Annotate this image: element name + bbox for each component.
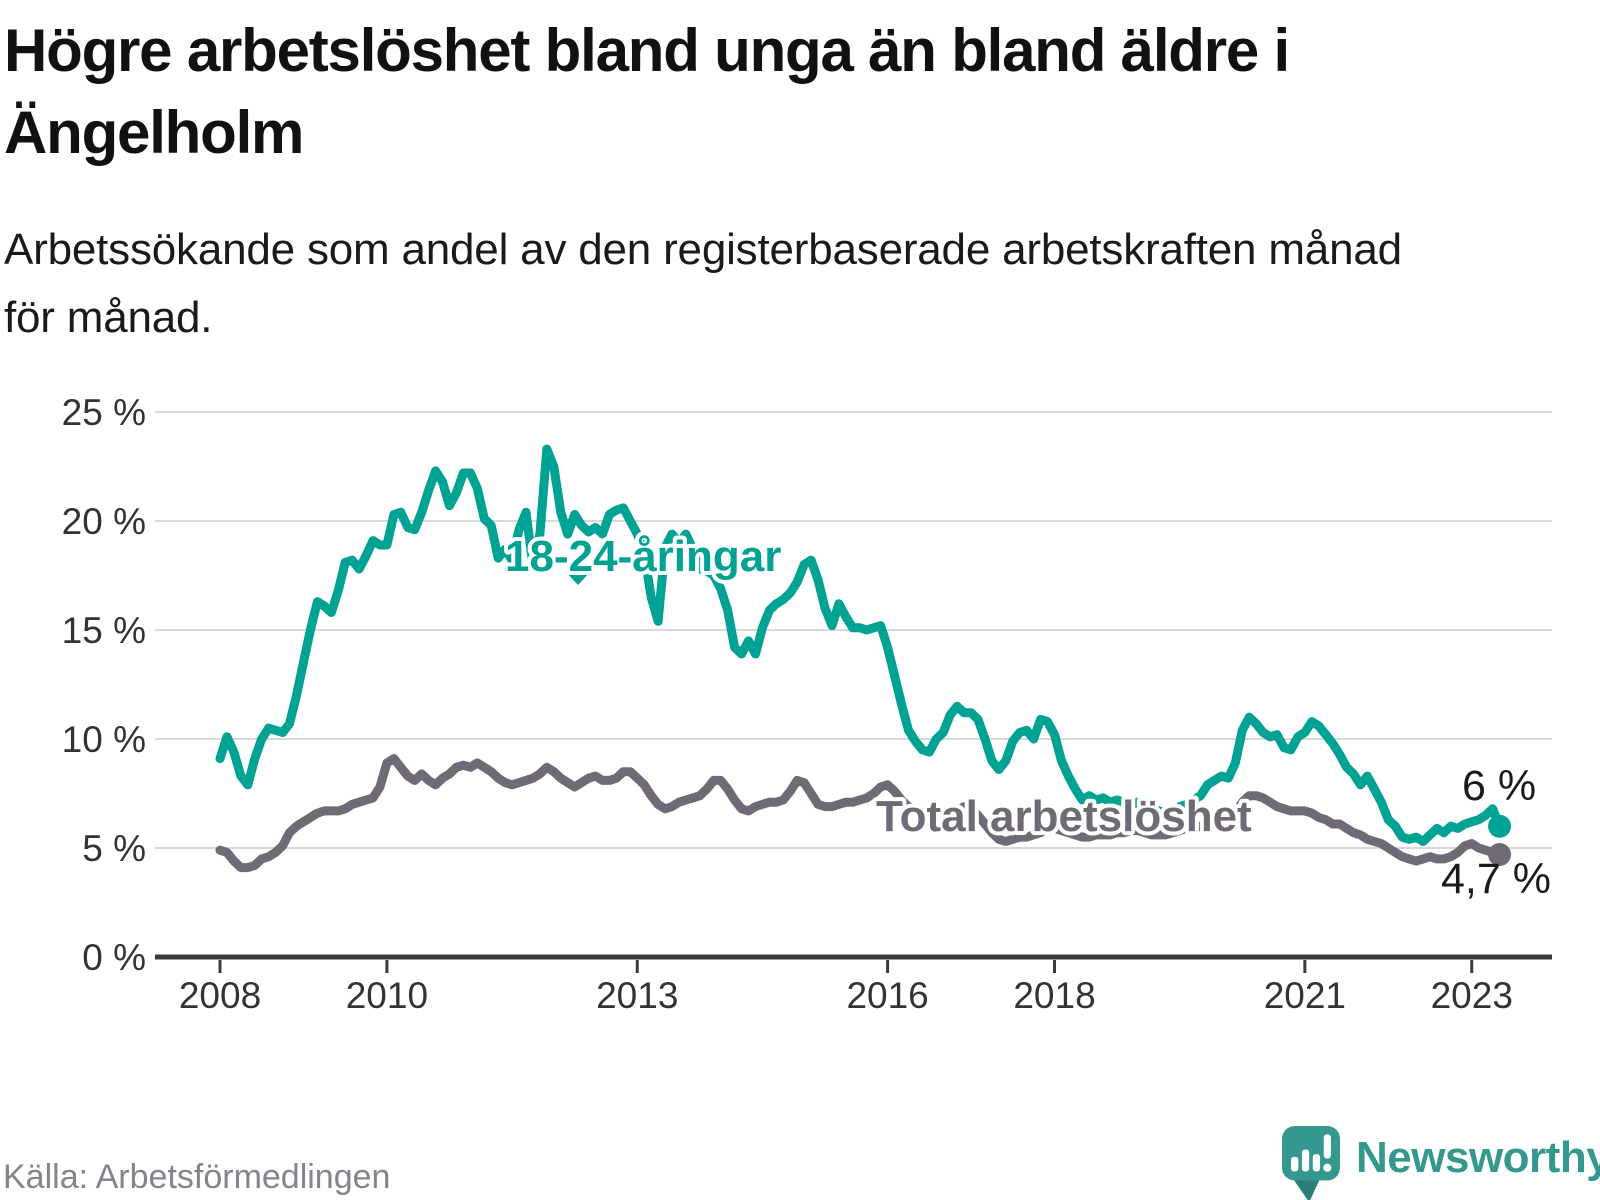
series-label-pointer bbox=[566, 572, 590, 585]
page-subtitle: Arbetssökande som andel av den registerb… bbox=[4, 216, 1564, 352]
title-line-2: Ängelholm bbox=[4, 99, 304, 166]
end-value-label: 6 % bbox=[1462, 762, 1536, 810]
logo-bar-2 bbox=[1301, 1149, 1310, 1172]
subtitle-line-1: Arbetssökande som andel av den registerb… bbox=[4, 225, 1402, 274]
subtitle-line-2: för månad. bbox=[4, 293, 213, 342]
brand-name: Newsworthy bbox=[1356, 1133, 1600, 1182]
newsworthy-bubble-icon bbox=[1282, 1126, 1340, 1200]
x-axis-tick-label: 2010 bbox=[346, 975, 428, 1016]
x-axis-tick-label: 2021 bbox=[1264, 975, 1346, 1016]
y-axis-tick-label: 0 % bbox=[82, 937, 146, 978]
x-axis-tick-label: 2023 bbox=[1431, 975, 1513, 1016]
series-line-young bbox=[215, 444, 1505, 846]
page-title: Högre arbetslöshet bland unga än bland ä… bbox=[4, 10, 1584, 174]
series-endpoint-dot bbox=[1488, 814, 1512, 838]
logo-bar-1 bbox=[1291, 1156, 1299, 1172]
title-line-1: Högre arbetslöshet bland unga än bland ä… bbox=[4, 17, 1290, 84]
y-axis-tick-label: 5 % bbox=[82, 828, 146, 869]
x-axis-tick-label: 2016 bbox=[846, 975, 928, 1016]
logo-exclamation-dot bbox=[1323, 1163, 1332, 1172]
end-value-label: 4,7 % bbox=[1441, 855, 1551, 903]
series-endpoint-dot bbox=[1488, 843, 1512, 867]
y-axis-tick-label: 10 % bbox=[62, 719, 146, 760]
brand-logo: Newsworthy bbox=[1282, 1126, 1600, 1200]
y-axis-tick-label: 15 % bbox=[62, 610, 146, 651]
logo-exclamation-bar bbox=[1323, 1134, 1331, 1159]
logo-bar-3 bbox=[1312, 1154, 1321, 1172]
series-label: 18-24-åringar bbox=[505, 532, 781, 581]
series-line-total bbox=[215, 754, 1505, 873]
y-axis-tick-label: 25 % bbox=[62, 392, 146, 433]
y-axis-tick-label: 20 % bbox=[62, 501, 146, 542]
source-note: Källa: Arbetsförmedlingen bbox=[3, 1158, 391, 1196]
x-axis-tick-label: 2013 bbox=[596, 975, 678, 1016]
series-label: Total arbetslöshet bbox=[876, 792, 1252, 841]
x-axis-tick-label: 2008 bbox=[179, 975, 261, 1016]
x-axis-tick-label: 2018 bbox=[1013, 975, 1095, 1016]
